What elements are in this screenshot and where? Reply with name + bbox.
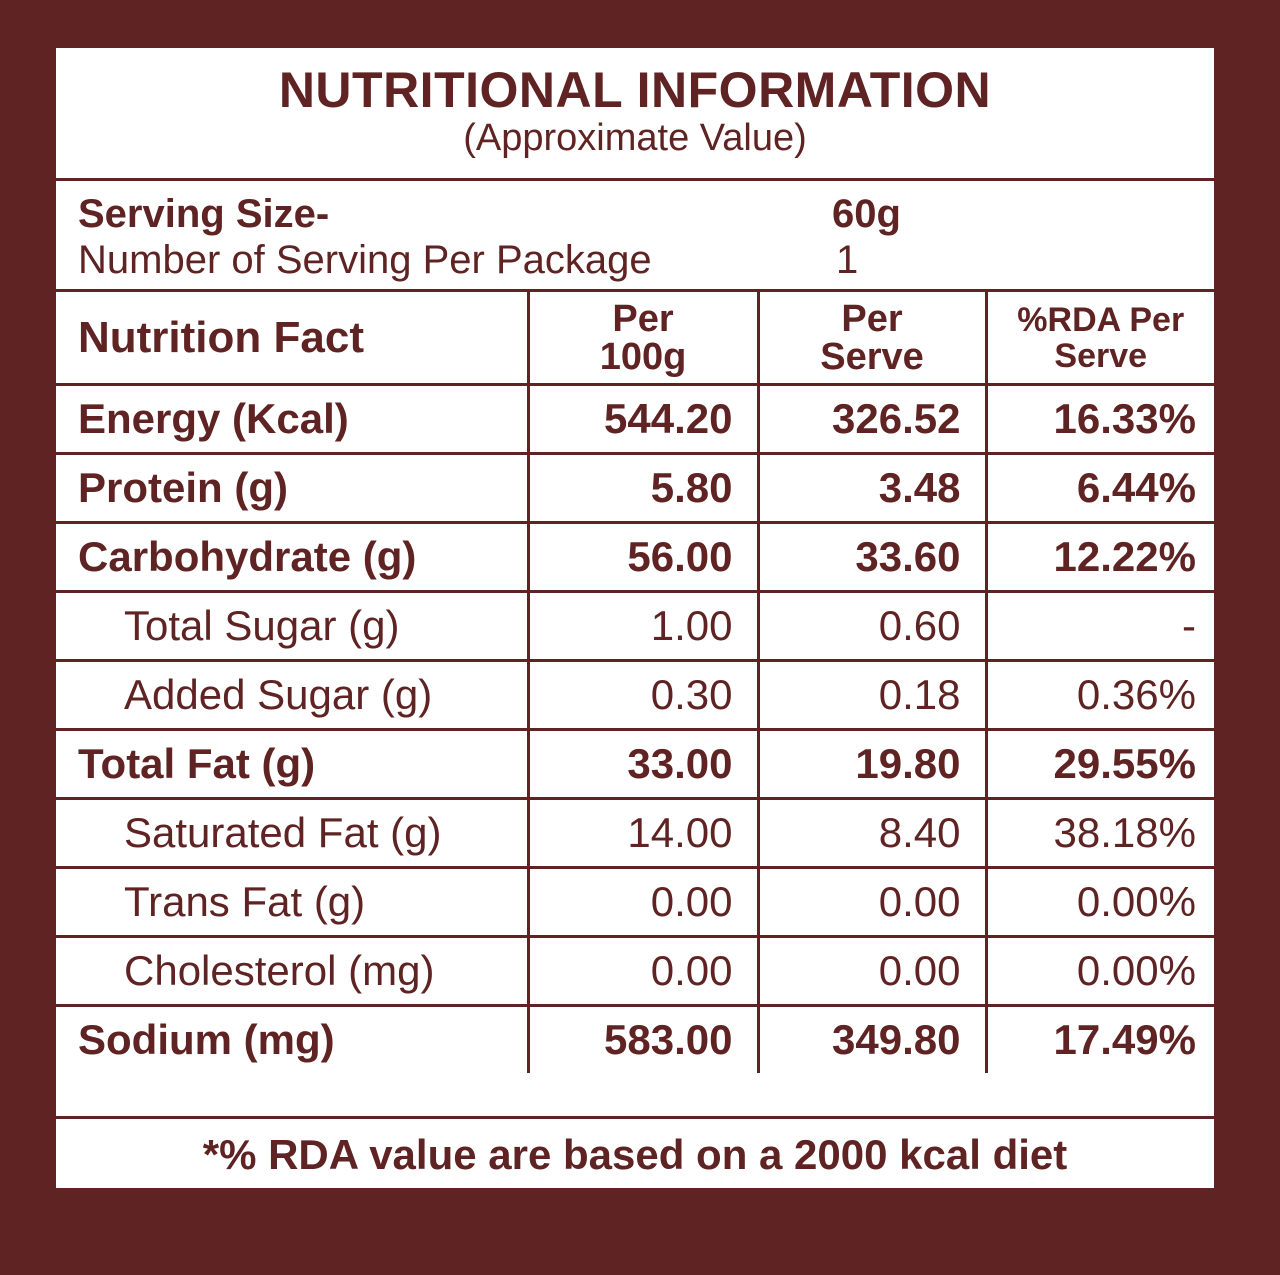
column-header-per-100g-line2: 100g [599, 335, 687, 378]
value-rda-percent: 17.49% [984, 1004, 1214, 1073]
value-per-100g: 0.00 [526, 866, 760, 938]
nutrition-table: Nutrition Fact Per 100g Per Serve %RDA P… [56, 292, 1214, 1073]
servings-per-package-label: Number of Serving Per Package [78, 238, 652, 282]
serving-info: Serving Size- 60g Number of Serving Per … [56, 181, 1214, 289]
divider [56, 178, 1214, 181]
nutrient-name: Sodium (mg) [56, 1004, 530, 1073]
value-per-serve: 349.80 [756, 1004, 988, 1073]
nutrient-name: Added Sugar (g) [56, 659, 530, 731]
value-per-serve: 0.18 [756, 659, 988, 731]
table-row: Protein (g) 5.80 3.48 6.44% [56, 452, 1214, 524]
value-per-100g: 56.00 [526, 521, 760, 593]
value-per-serve: 8.40 [756, 797, 988, 869]
value-per-100g: 583.00 [526, 1004, 760, 1073]
value-per-100g: 33.00 [526, 728, 760, 800]
table-row: Total Fat (g) 33.00 19.80 29.55% [56, 728, 1214, 800]
value-rda-percent: 29.55% [984, 728, 1214, 800]
value-rda-percent: 0.00% [984, 935, 1214, 1007]
serving-size-label: Serving Size- [78, 192, 330, 236]
serving-size-value: 60g [832, 192, 901, 236]
value-per-100g: 14.00 [526, 797, 760, 869]
value-per-serve: 3.48 [756, 452, 988, 524]
nutrient-name: Carbohydrate (g) [56, 521, 530, 593]
column-header-per-100g-line1: Per [612, 297, 674, 340]
table-header-row: Nutrition Fact Per 100g Per Serve %RDA P… [56, 292, 1214, 386]
nutrition-label: NUTRITIONAL INFORMATION (Approximate Val… [56, 48, 1214, 1188]
nutrition-table-body: Energy (Kcal) 544.20 326.52 16.33% Protein (… [56, 383, 1214, 1073]
value-rda-percent: - [984, 590, 1214, 662]
column-header-rda-line1: %RDA Per [1017, 300, 1185, 339]
value-rda-percent: 38.18% [984, 797, 1214, 869]
table-row: Total Sugar (g) 1.00 0.60- [56, 590, 1214, 662]
table-row: Saturated Fat (g) 14.00 8.40 38.18% [56, 797, 1214, 869]
label-subtitle: (Approximate Value) [463, 117, 807, 159]
value-rda-percent: 6.44% [984, 452, 1214, 524]
value-per-100g: 1.00 [526, 590, 760, 662]
value-rda-percent: 0.36% [984, 659, 1214, 731]
value-per-serve: 0.00 [756, 935, 988, 1007]
value-per-100g: 544.20 [526, 383, 760, 455]
servings-per-package-value: 1 [836, 238, 859, 282]
value-per-serve: 33.60 [756, 521, 988, 593]
table-row: Trans Fat (g) 0.00 0.00 0.00% [56, 866, 1214, 938]
value-per-serve: 326.52 [756, 383, 988, 455]
label-title: NUTRITIONAL INFORMATION [278, 62, 992, 118]
value-per-serve: 19.80 [756, 728, 988, 800]
value-per-100g: 0.30 [526, 659, 760, 731]
value-rda-percent: 12.22% [984, 521, 1214, 593]
nutrient-name: Total Sugar (g) [56, 590, 530, 662]
table-row: Added Sugar (g) 0.30 0.18 0.36% [56, 659, 1214, 731]
table-row: Sodium (mg) 583.00 349.80 17.49% [56, 1004, 1214, 1073]
nutrient-name: Trans Fat (g) [56, 866, 530, 938]
value-per-serve: 0.00 [756, 866, 988, 938]
column-header-nutrition-fact: Nutrition Fact [56, 292, 530, 386]
column-header-per-serve: Per Serve [756, 292, 988, 386]
column-header-rda-line2: Serve [1054, 336, 1148, 375]
column-header-per-serve-line2: Serve [820, 335, 924, 378]
nutrient-name: Cholesterol (mg) [56, 935, 530, 1007]
value-per-serve: 0.60 [756, 590, 988, 662]
nutrient-name: Protein (g) [56, 452, 530, 524]
value-rda-percent: 16.33% [984, 383, 1214, 455]
rda-footnote: *% RDA value are based on a 2000 kcal di… [56, 1116, 1214, 1191]
column-header-per-100g: Per 100g [526, 292, 760, 386]
table-row: Carbohydrate (g) 56.00 33.60 12.22% [56, 521, 1214, 593]
table-row: Energy (Kcal) 544.20 326.52 16.33% [56, 383, 1214, 455]
table-row: Cholesterol (mg) 0.00 0.00 0.00% [56, 935, 1214, 1007]
column-header-per-serve-line1: Per [841, 297, 903, 340]
divider [56, 289, 1214, 292]
nutrient-name: Energy (Kcal) [56, 383, 530, 455]
value-per-100g: 5.80 [526, 452, 760, 524]
nutrient-name: Total Fat (g) [56, 728, 530, 800]
nutrient-name: Saturated Fat (g) [56, 797, 530, 869]
label-header: NUTRITIONAL INFORMATION (Approximate Val… [56, 48, 1214, 178]
column-header-rda: %RDA Per Serve [984, 292, 1214, 386]
value-per-100g: 0.00 [526, 935, 760, 1007]
value-rda-percent: 0.00% [984, 866, 1214, 938]
